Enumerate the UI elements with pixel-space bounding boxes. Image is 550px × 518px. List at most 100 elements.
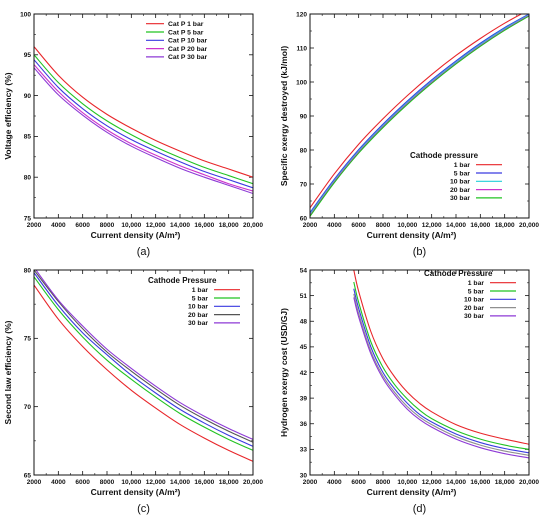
y-axis-label: Specific exergy destroyed (kJ/mol)	[279, 46, 289, 186]
x-tick-label: 12,000	[146, 479, 166, 486]
y-tick-label: 36	[300, 421, 308, 428]
x-tick-label: 16,000	[470, 479, 490, 486]
y-tick-label: 70	[24, 404, 32, 411]
legend-entry-label: 20 bar	[188, 312, 208, 319]
series-line-1-bar	[310, 14, 523, 209]
series-line-20-bar	[34, 270, 253, 443]
x-tick-label: 18,000	[219, 222, 239, 229]
y-tick-label: 54	[300, 267, 308, 274]
series-line-cat-p-30-bar	[34, 67, 253, 195]
legend-entry-label: 10 bar	[188, 304, 208, 311]
series-line-5-bar	[310, 14, 529, 213]
x-tick-label: 14,000	[446, 479, 466, 486]
x-tick-label: 18,000	[495, 479, 515, 486]
x-tick-label: 8000	[100, 479, 115, 486]
x-tick-label: 2000	[27, 479, 42, 486]
series-line-30-bar	[35, 270, 253, 440]
x-tick-label: 10,000	[397, 479, 417, 486]
series-line-20-bar	[310, 14, 529, 216]
series-group	[310, 14, 529, 217]
x-tick-label: 8000	[100, 222, 115, 229]
legend-entry-label: 5 bar	[468, 288, 485, 295]
x-tick-label: 12,000	[422, 479, 442, 486]
y-tick-label: 65	[24, 472, 32, 479]
series-line-10-bar	[353, 288, 529, 454]
y-tick-label: 51	[300, 293, 308, 300]
panel-label: (b)	[413, 246, 426, 258]
chart-panel-b: 2000 4000 6000 8000 10,000 12,000 14,000 16,000…	[279, 11, 539, 258]
y-tick-label: 75	[24, 336, 32, 343]
legend-entry-label: 30 bar	[450, 195, 470, 202]
series-group	[34, 46, 253, 195]
series-line-20-bar	[353, 293, 529, 456]
y-tick-label: 45	[300, 344, 308, 351]
legend-entry-label: 20 bar	[450, 187, 470, 194]
legend-entry-label: 30 bar	[464, 313, 484, 320]
x-tick-label: 16,000	[194, 222, 214, 229]
x-tick-label: 8000	[376, 479, 391, 486]
legend-entry-label: Cat P 20 bar	[168, 46, 208, 53]
x-tick-label: 14,000	[446, 222, 466, 229]
series-group	[34, 270, 253, 462]
panel-label: (c)	[137, 503, 150, 515]
legend-title: Cathode pressure	[410, 151, 479, 160]
legend-entry-label: 1 bar	[454, 162, 471, 169]
x-tick-label: 20,000	[243, 479, 263, 486]
y-tick-label: 80	[24, 267, 32, 274]
legend-entry-label: 1 bar	[192, 287, 209, 294]
x-axis-label: Current density (A/m²)	[367, 230, 457, 240]
y-axis-label: Second law efficiency (%)	[3, 320, 13, 424]
x-tick-label: 6000	[75, 479, 90, 486]
x-tick-label: 16,000	[194, 479, 214, 486]
x-tick-label: 10,000	[121, 222, 141, 229]
x-tick-label: 2000	[303, 479, 318, 486]
y-tick-label: 75	[24, 215, 32, 222]
y-tick-label: 100	[296, 79, 307, 86]
x-tick-label: 20,000	[519, 222, 539, 229]
chart-panel-d: 2000 4000 6000 8000 10,000 12,000 14,000 16,000…	[279, 267, 539, 515]
x-tick-label: 10,000	[121, 479, 141, 486]
chart-panel-a: 2000 4000 6000 8000 10,000 12,000 14,000 16,000…	[3, 11, 263, 258]
legend-title: Cathode Pressure	[148, 276, 217, 285]
y-tick-label: 60	[300, 215, 308, 222]
x-tick-label: 6000	[351, 479, 366, 486]
x-tick-label: 4000	[327, 222, 342, 229]
legend-entry-label: 5 bar	[454, 170, 471, 177]
x-tick-label: 4000	[327, 479, 342, 486]
series-line-cat-p-10-bar	[34, 59, 253, 189]
legend-entry-label: Cat P 5 bar	[168, 29, 204, 36]
y-tick-label: 80	[300, 147, 308, 154]
x-tick-label: 4000	[51, 222, 66, 229]
legend-entry-label: 10 bar	[464, 297, 484, 304]
series-line-cat-p-1-bar	[34, 46, 253, 178]
y-tick-label: 110	[297, 45, 308, 52]
plot-frame	[309, 13, 530, 219]
series-line-30-bar	[310, 15, 529, 217]
y-tick-label: 39	[300, 395, 308, 402]
series-line-1-bar	[34, 284, 253, 462]
legend-entry-label: 30 bar	[188, 320, 208, 327]
x-tick-label: 16,000	[470, 222, 490, 229]
y-tick-label: 48	[300, 319, 308, 326]
y-axis-label: Voltage efficiency (%)	[3, 72, 13, 159]
x-tick-label: 6000	[351, 222, 366, 229]
legend-entry-label: 1 bar	[468, 280, 485, 287]
x-tick-label: 18,000	[495, 222, 515, 229]
series-line-cat-p-20-bar	[34, 64, 253, 192]
chart-panel-c: 2000 4000 6000 8000 10,000 12,000 14,000 16,000…	[3, 267, 263, 515]
series-line-cat-p-5-bar	[34, 54, 253, 185]
x-tick-label: 10,000	[397, 222, 417, 229]
legend-entry-label: Cat P 10 bar	[168, 38, 208, 45]
y-tick-label: 85	[24, 134, 32, 141]
y-tick-label: 90	[24, 93, 32, 100]
series-line-1-bar	[353, 270, 529, 445]
x-tick-label: 12,000	[146, 222, 166, 229]
x-tick-label: 4000	[51, 479, 66, 486]
y-tick-label: 100	[20, 11, 31, 18]
series-line-10-bar	[34, 272, 253, 447]
